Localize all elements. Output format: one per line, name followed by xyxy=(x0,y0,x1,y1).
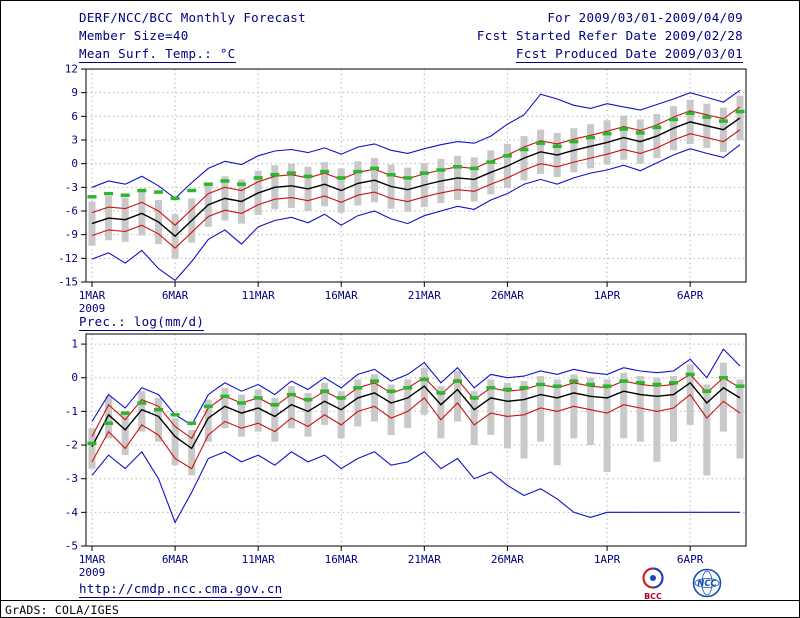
prec-panel-label-text: Prec.: log(mm/d) xyxy=(79,314,205,331)
temp-lower-quantile-line xyxy=(91,129,741,249)
ncc-globe-meridian xyxy=(701,570,713,596)
svg-text:16MAR: 16MAR xyxy=(325,553,358,566)
fcst-produced-label: Fcst Produced Date 2009/03/01 xyxy=(516,46,743,63)
figure-title: DERF/NCC/BCC Monthly Forecast xyxy=(79,10,306,25)
svg-text:2009: 2009 xyxy=(79,566,106,579)
grads-credit: GrADS: COLA/IGES xyxy=(5,603,119,617)
member-size-label: Member Size=40 xyxy=(79,28,189,43)
bcc-swirl-center xyxy=(650,575,656,581)
svg-text:-9: -9 xyxy=(65,228,78,241)
svg-text:-12: -12 xyxy=(58,252,78,265)
svg-text:6MAR: 6MAR xyxy=(162,289,189,302)
fcst-started-label: Fcst Started Refer Date 2009/02/28 xyxy=(476,28,743,43)
svg-text:-6: -6 xyxy=(65,205,78,218)
temp-green-dashes xyxy=(87,109,745,201)
svg-text:11MAR: 11MAR xyxy=(242,553,275,566)
ncc-logo: NCC xyxy=(692,568,722,598)
temp-gridlines xyxy=(86,69,746,282)
svg-text:-1: -1 xyxy=(65,405,78,418)
temp-plot-frame xyxy=(85,68,747,283)
svg-text:6APR: 6APR xyxy=(677,553,704,566)
prec-max-line xyxy=(91,348,741,426)
svg-text:1APR: 1APR xyxy=(594,553,621,566)
prec-lower-quantile-line xyxy=(91,393,741,470)
forecast-range-label: For 2009/03/01-2009/04/09 xyxy=(547,10,743,25)
temp-upper-quantile-line xyxy=(91,106,741,226)
svg-text:16MAR: 16MAR xyxy=(325,289,358,302)
fcst-produced-text: Fcst Produced Date 2009/03/01 xyxy=(516,46,743,63)
prec-green-dashes xyxy=(87,372,745,446)
prec-series-lines xyxy=(91,348,741,524)
prec-ensemble-mean-line xyxy=(91,381,741,450)
svg-text:6MAR: 6MAR xyxy=(162,553,189,566)
svg-text:-3: -3 xyxy=(65,181,78,194)
svg-text:0: 0 xyxy=(71,157,78,170)
source-url: http://cmdp.ncc.cma.gov.cn xyxy=(79,581,283,598)
bcc-logo: BCC xyxy=(642,567,664,601)
footer-logos: BCC NCC xyxy=(642,567,722,601)
svg-text:1MAR: 1MAR xyxy=(79,289,106,302)
svg-text:1APR: 1APR xyxy=(594,289,621,302)
svg-text:21MAR: 21MAR xyxy=(408,553,441,566)
bcc-swirl-red xyxy=(642,567,654,589)
svg-text:26MAR: 26MAR xyxy=(491,289,524,302)
svg-text:6APR: 6APR xyxy=(677,289,704,302)
ncc-globe-parallel xyxy=(694,578,720,588)
temp-panel-label-text: Mean Surf. Temp.: °C xyxy=(79,46,236,63)
svg-text:12: 12 xyxy=(65,63,78,76)
prec-upper-quantile-line xyxy=(91,373,741,440)
svg-text:0: 0 xyxy=(71,371,78,384)
temp-series-lines xyxy=(91,89,741,282)
svg-text:11MAR: 11MAR xyxy=(242,289,275,302)
temperature-chart: -15 -12 -9 -6 -3 0 3 6 9 12 1MAR 6MAR 11MAR 16MAR 21MA… xyxy=(58,63,747,315)
temp-panel-label: Mean Surf. Temp.: °C xyxy=(79,46,236,63)
temp-ensemble-mean-line xyxy=(91,117,741,238)
prec-panel-label: Prec.: log(mm/d) xyxy=(79,314,205,331)
svg-text:-2: -2 xyxy=(65,439,78,452)
prec-ensemble-spread-bars xyxy=(88,362,744,476)
prec-gridlines xyxy=(86,334,746,546)
svg-text:-3: -3 xyxy=(65,472,78,485)
source-url-text: http://cmdp.ncc.cma.gov.cn xyxy=(79,581,283,598)
svg-text:2009: 2009 xyxy=(79,302,106,315)
svg-text:9: 9 xyxy=(71,86,78,99)
svg-text:26MAR: 26MAR xyxy=(491,553,524,566)
svg-text:6: 6 xyxy=(71,110,78,123)
svg-text:-15: -15 xyxy=(58,276,78,289)
svg-text:-4: -4 xyxy=(65,506,79,519)
ncc-logo-text: NCC xyxy=(697,579,717,589)
bcc-logo-text: BCC xyxy=(644,592,662,601)
bottom-rule xyxy=(1,600,799,601)
temp-max-line xyxy=(91,89,741,200)
svg-text:1: 1 xyxy=(71,338,78,351)
svg-text:-5: -5 xyxy=(65,540,78,553)
prec-min-line xyxy=(91,450,740,524)
svg-text:21MAR: 21MAR xyxy=(408,289,441,302)
temp-ensemble-spread-bars xyxy=(88,95,744,259)
temp-axes: -15 -12 -9 -6 -3 0 3 6 9 12 1MAR 6MAR 11MAR 16MAR 21MA… xyxy=(58,63,704,315)
svg-text:3: 3 xyxy=(71,134,78,147)
svg-text:1MAR: 1MAR xyxy=(79,553,106,566)
prec-plot-frame xyxy=(85,333,747,547)
temp-min-line xyxy=(91,144,741,282)
